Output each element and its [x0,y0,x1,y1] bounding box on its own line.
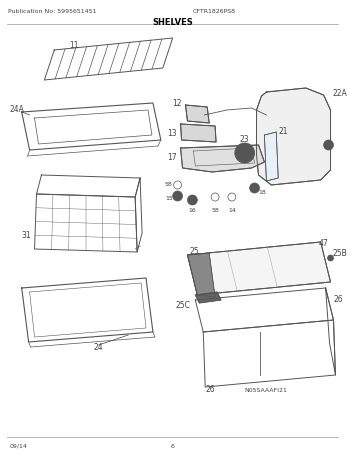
Text: Publication No: 5995651451: Publication No: 5995651451 [8,9,96,14]
Circle shape [188,195,197,205]
Text: 26: 26 [205,386,215,395]
Text: 24A: 24A [10,106,25,115]
Text: 12: 12 [172,98,182,107]
Text: 13: 13 [167,129,177,138]
Text: 26: 26 [334,295,343,304]
Text: 25C: 25C [176,302,190,310]
Text: N05SAAAFI21: N05SAAAFI21 [245,387,288,392]
Text: 25: 25 [189,247,199,256]
Text: 47: 47 [319,240,328,249]
Polygon shape [257,88,330,185]
Text: 58: 58 [165,183,173,188]
Circle shape [173,191,183,201]
Polygon shape [181,145,264,172]
Text: 16: 16 [189,207,196,212]
Text: 23: 23 [240,135,250,145]
Circle shape [235,143,254,163]
Text: 09/14: 09/14 [10,443,28,448]
Text: SHELVES: SHELVES [152,18,193,27]
Text: 22A: 22A [332,88,347,97]
Text: CFTR1826PS8: CFTR1826PS8 [193,9,236,14]
Text: 11: 11 [69,40,78,49]
Text: 24: 24 [94,343,104,352]
Circle shape [250,183,259,193]
Polygon shape [188,242,330,295]
Text: 31: 31 [22,231,32,240]
Polygon shape [181,124,216,142]
Polygon shape [195,292,221,303]
Circle shape [328,255,334,261]
Text: 25B: 25B [332,250,347,259]
Text: 15: 15 [165,196,173,201]
Text: 18: 18 [259,191,266,196]
Circle shape [324,140,334,150]
Text: 58: 58 [211,207,219,212]
Polygon shape [186,105,209,123]
Text: 21: 21 [278,127,288,136]
Text: 17: 17 [167,153,177,162]
Text: 14: 14 [228,207,236,212]
Polygon shape [264,132,278,181]
Text: 6: 6 [171,443,175,448]
Polygon shape [188,253,215,297]
